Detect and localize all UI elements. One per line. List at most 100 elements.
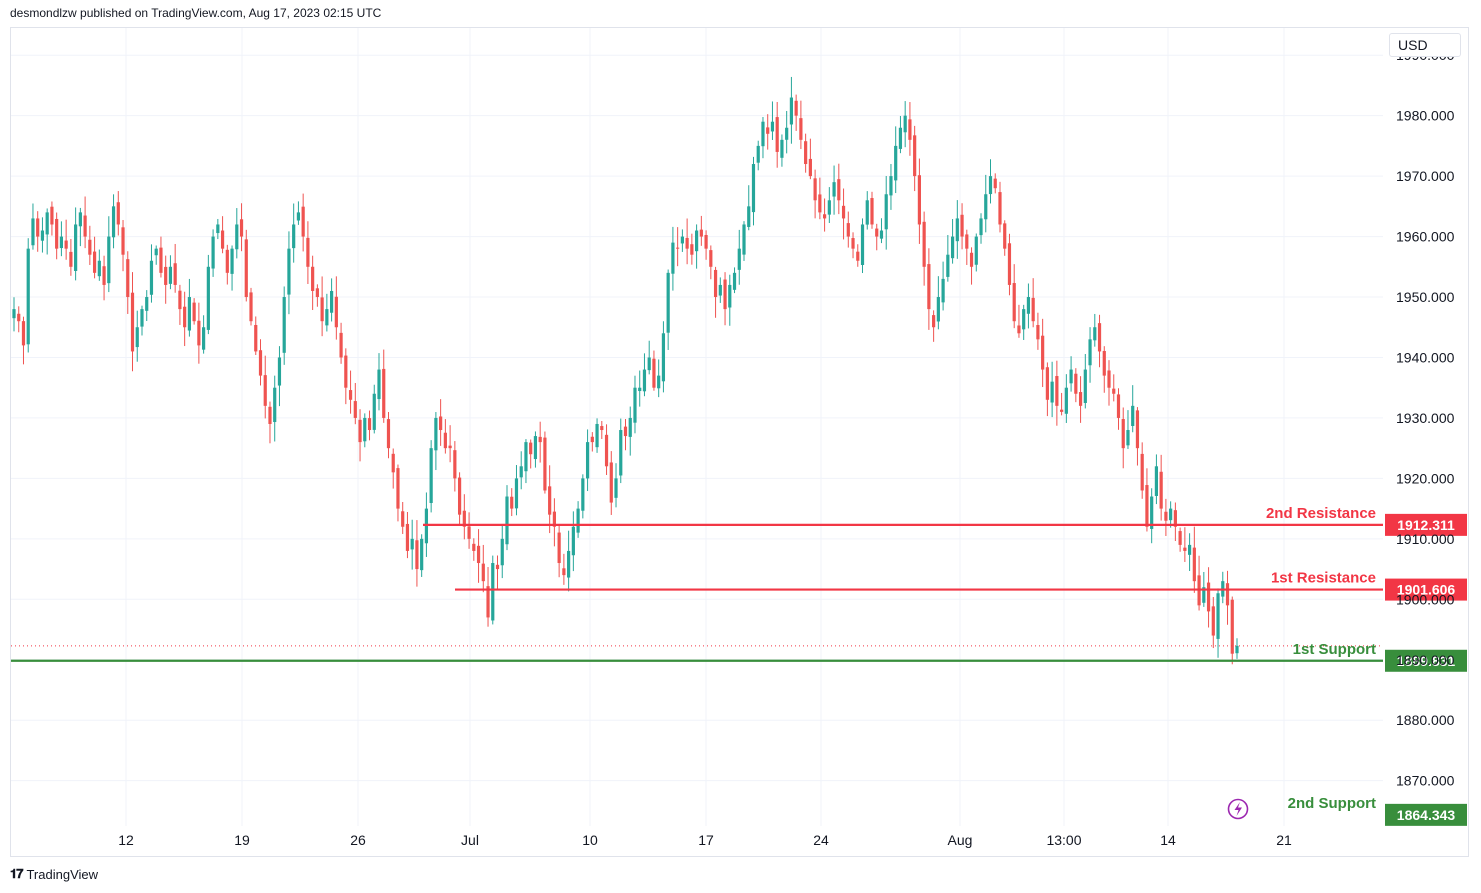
- candle: [249, 287, 253, 326]
- candle: [382, 349, 386, 423]
- candle: [1116, 388, 1121, 430]
- candle: [922, 211, 926, 286]
- candle: [116, 191, 120, 236]
- price-badge-label: 1889.831: [1397, 653, 1456, 669]
- candle: [64, 219, 68, 260]
- candle: [695, 224, 699, 269]
- candle: [130, 272, 135, 372]
- candle: [950, 219, 955, 264]
- candle: [732, 267, 737, 294]
- candle: [1060, 392, 1064, 416]
- price-badge-label: 1864.343: [1397, 807, 1456, 823]
- candle: [149, 244, 154, 303]
- candle: [927, 248, 931, 330]
- candle: [1211, 596, 1215, 649]
- candle: [571, 511, 575, 572]
- candle: [339, 322, 343, 364]
- candle: [822, 198, 827, 232]
- candle: [794, 94, 798, 131]
- candle: [704, 230, 708, 260]
- candle: [372, 384, 376, 434]
- candle: [728, 274, 732, 326]
- candle: [870, 191, 874, 229]
- candle: [998, 181, 1002, 233]
- candle: [1093, 313, 1097, 347]
- candle: [1064, 374, 1068, 423]
- candle: [410, 519, 414, 570]
- candle: [296, 201, 301, 225]
- candle: [453, 441, 457, 492]
- time-tick-label: 24: [813, 832, 829, 848]
- candle: [903, 101, 907, 148]
- candle: [292, 203, 296, 263]
- price-tick-label: 1940.000: [1396, 349, 1455, 365]
- candle: [723, 272, 727, 326]
- candle: [1026, 283, 1031, 329]
- level-label: 1st Support: [1293, 641, 1376, 658]
- candle: [955, 200, 959, 259]
- candle: [59, 221, 64, 257]
- candle: [785, 110, 789, 154]
- candle: [363, 413, 367, 448]
- candle: [685, 218, 689, 265]
- time-tick-label: 17: [698, 832, 714, 848]
- candle: [154, 245, 158, 265]
- tradingview-logo-icon: 𝟏𝟕: [10, 866, 24, 881]
- candle: [529, 439, 533, 469]
- lightning-icon[interactable]: [1227, 798, 1249, 820]
- price-tick-label: 1920.000: [1396, 470, 1455, 486]
- candle: [197, 302, 201, 364]
- candle: [254, 316, 258, 355]
- price-tick-label: 1910.000: [1396, 531, 1455, 547]
- candle: [353, 382, 357, 425]
- candle: [889, 163, 893, 210]
- candle: [1235, 638, 1239, 659]
- price-badge: [1385, 649, 1467, 672]
- candle: [1022, 304, 1026, 340]
- candle: [1225, 570, 1230, 625]
- candle: [377, 353, 381, 411]
- footer-brand[interactable]: 𝟏𝟕 TradingView: [10, 866, 98, 882]
- candle: [538, 421, 542, 463]
- candle: [875, 223, 879, 251]
- candle: [168, 255, 173, 290]
- candle: [287, 231, 291, 315]
- candle: [183, 291, 187, 347]
- candle: [31, 203, 35, 250]
- publisher-caption: desmondlzw published on TradingView.com,…: [10, 6, 382, 20]
- candle: [1055, 360, 1059, 426]
- candle: [1187, 533, 1192, 572]
- candle: [258, 339, 263, 386]
- price-badge-label: 1912.311: [1397, 517, 1455, 533]
- candle: [83, 196, 87, 249]
- price-tick-label: 1890.000: [1396, 652, 1455, 668]
- time-axis: 12 19 26 Jul 10 17 24 Aug 13:00 14 21: [118, 832, 1292, 848]
- candle: [420, 534, 424, 577]
- candle: [140, 305, 144, 336]
- candle: [979, 213, 983, 244]
- candle: [799, 100, 803, 150]
- candle: [775, 101, 779, 168]
- candle: [1007, 233, 1012, 296]
- candles: [12, 76, 1239, 665]
- candle: [804, 133, 808, 173]
- candle: [510, 488, 514, 517]
- candle: [742, 221, 746, 261]
- candle: [1107, 360, 1111, 406]
- time-tick-label: 12: [118, 832, 134, 848]
- candle: [92, 236, 97, 279]
- candle: [206, 254, 210, 335]
- candle: [230, 245, 234, 291]
- candle: [619, 418, 623, 484]
- candle: [235, 208, 239, 259]
- candle: [173, 243, 177, 293]
- currency-selector[interactable]: USD: [1389, 33, 1461, 57]
- candle: [567, 530, 571, 592]
- candle: [860, 218, 865, 274]
- candle: [55, 212, 59, 260]
- candle: [865, 191, 869, 230]
- candle: [50, 201, 54, 236]
- candle: [908, 102, 912, 156]
- candle: [1216, 588, 1220, 658]
